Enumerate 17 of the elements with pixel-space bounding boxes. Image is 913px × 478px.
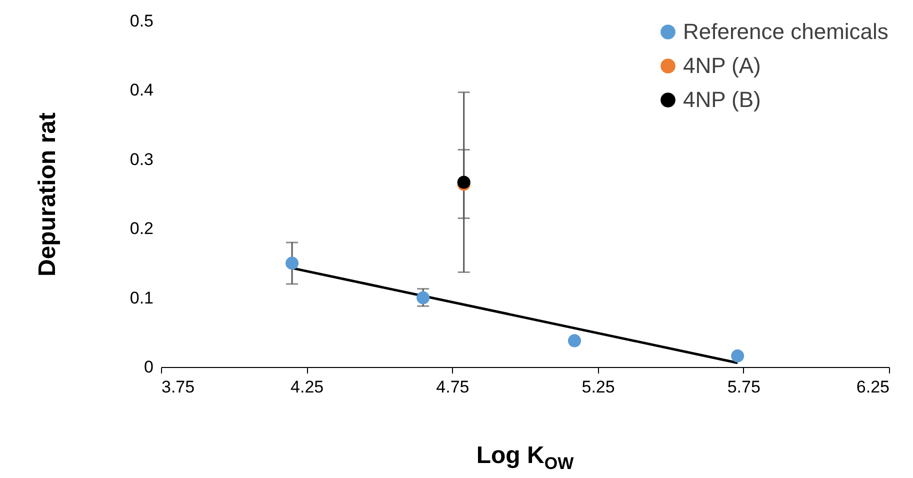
x-tick-label: 5.75 (727, 378, 760, 396)
x-axis-title: Log K$_{OW}$ (475, 442, 575, 474)
legend-label: Reference chemicals (683, 19, 888, 44)
legend-label: 4NP (B) (683, 87, 761, 112)
y-tick-label: 0.5 (130, 12, 154, 30)
y-tick-label: 0 (144, 358, 154, 376)
x-tick-label: 4.75 (436, 378, 470, 396)
y-tick-label: 0.3 (130, 150, 154, 169)
y-tick-label: 0.4 (130, 80, 154, 100)
x-tick-label: 5.25 (582, 378, 615, 396)
y-axis-title: Depuration rat (34, 112, 61, 277)
legend-label: 4NP (A) (683, 53, 761, 78)
y-tick-label: 0.1 (130, 288, 154, 308)
y-tick-label: 0.2 (130, 219, 154, 238)
x-tick-label: 6.25 (856, 378, 890, 396)
x-tick-label: 3.75 (162, 378, 195, 396)
x-tick-label: 4.25 (290, 378, 324, 396)
